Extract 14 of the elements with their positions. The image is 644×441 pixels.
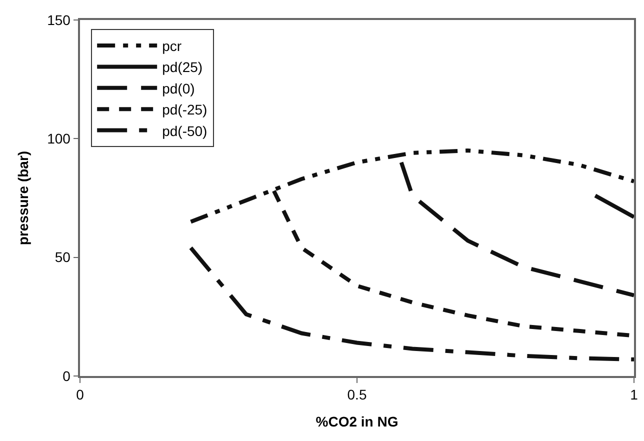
x-tick-label: 0 [76,386,84,403]
y-tick-label: 50 [54,249,71,266]
legend-label: pcr [162,38,182,54]
legend-label: pd(-50) [162,122,208,139]
y-tick-label: 150 [47,12,71,28]
x-axis-title: %CO2 in NG [316,413,398,430]
y-tick-label: 100 [47,130,71,147]
legend-label: pd(-25) [162,102,208,118]
x-tick-label: 0.5 [347,386,367,403]
y-tick-label: 0 [62,368,71,384]
legend-label: pd(0) [162,80,195,96]
legend-label: pd(25) [162,59,203,76]
x-tick-label: 1 [630,386,638,403]
y-axis-title: pressure (bar) [15,150,32,246]
